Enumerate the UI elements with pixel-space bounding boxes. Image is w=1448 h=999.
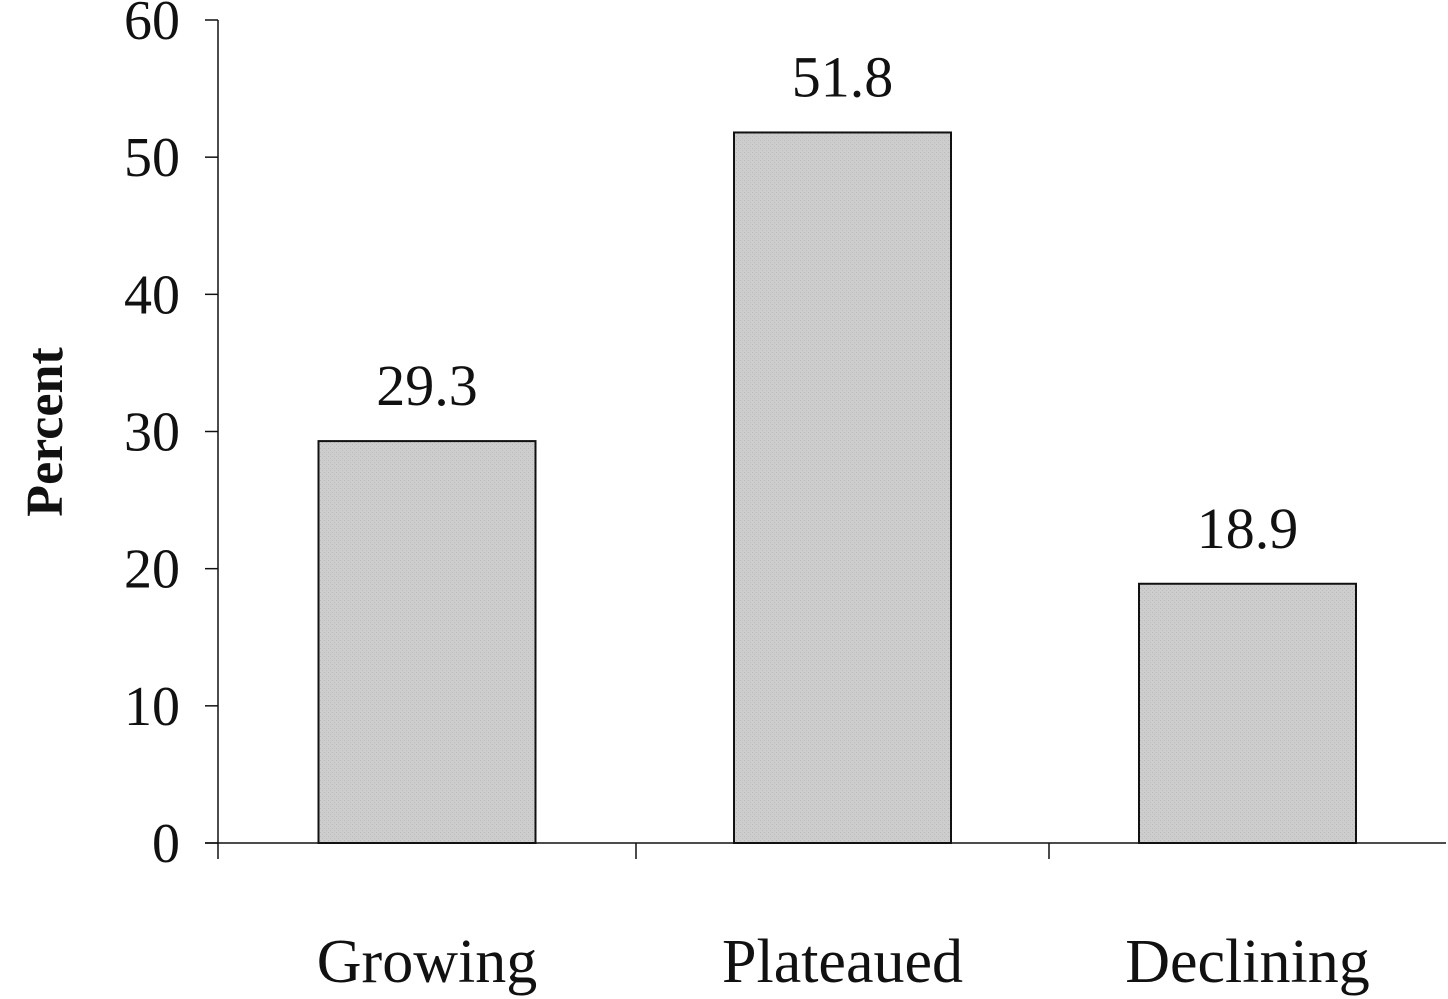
data-labels: 29.3 51.8 18.9 [376,44,1298,560]
y-tick-label: 40 [124,264,180,326]
y-axis-title: Percent [17,347,74,517]
y-tick-label: 20 [124,539,180,601]
bar-declining [1138,582,1357,844]
y-tick-label: 60 [124,0,180,52]
bar-plateaued [733,131,952,844]
y-tick-label: 50 [124,127,180,189]
y-axis: 0 10 20 30 40 50 60 [124,0,219,875]
data-label-growing: 29.3 [376,353,478,418]
y-tick-label: 10 [124,676,180,738]
x-tick-label-plateaued: Plateaued [722,928,963,996]
y-tick-label: 0 [152,813,180,875]
x-tick-label-declining: Declining [1125,928,1370,996]
x-tick-label-growing: Growing [317,928,537,996]
data-label-declining: 18.9 [1197,496,1299,561]
y-tick-label: 30 [124,402,180,464]
bar-growing [317,440,537,844]
data-label-plateaued: 51.8 [792,44,894,109]
x-axis: Growing Plateaued Declining [205,842,1446,996]
bars [317,131,1357,844]
